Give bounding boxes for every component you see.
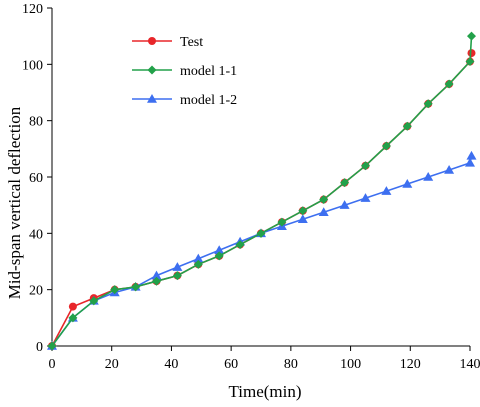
- data-point-model-1-1: [466, 31, 476, 41]
- data-point-model-1-2: [339, 200, 350, 209]
- y-tick-label: 60: [29, 171, 43, 186]
- series-group: [47, 31, 477, 351]
- legend-label-model-1-1: model 1-1: [180, 64, 237, 79]
- x-ticks: 0 20 40 60 80 100 120 140: [49, 346, 480, 372]
- series-line-test: [51, 52, 473, 347]
- legend-marker-test: [148, 37, 156, 45]
- data-point-model-1-1: [319, 195, 329, 205]
- data-point-model-1-1: [402, 121, 412, 131]
- x-tick-label: 100: [340, 357, 361, 372]
- y-ticks: 0 20 40 60 80 100 120: [22, 2, 52, 355]
- data-point-model-1-2: [297, 214, 308, 223]
- x-tick-label: 140: [460, 357, 480, 372]
- data-point-model-1-1: [131, 282, 141, 292]
- data-point-model-1-1: [152, 276, 161, 286]
- data-point-model-1-2: [214, 245, 225, 254]
- data-point-model-1-2: [193, 253, 204, 263]
- x-tick-label: 40: [164, 357, 178, 372]
- data-point-model-1-1: [235, 240, 245, 250]
- series-line-model-1-1: [51, 36, 473, 347]
- legend-label-test: Test: [180, 35, 203, 50]
- x-tick-label: 20: [105, 357, 119, 372]
- legend-item-test: Test: [132, 35, 203, 50]
- data-point-model-1-1: [47, 341, 57, 351]
- data-point-model-1-2: [465, 157, 475, 167]
- y-tick-label: 100: [22, 58, 43, 73]
- x-tick-label: 120: [400, 357, 421, 372]
- legend: Test model 1-1 model 1-2: [132, 35, 237, 108]
- y-tick-label: 0: [36, 340, 43, 355]
- y-tick-label: 20: [29, 284, 43, 299]
- data-point-test: [68, 302, 77, 311]
- data-point-model-1-2: [151, 270, 162, 280]
- x-tick-label: 60: [224, 357, 238, 372]
- data-point-model-1-1: [361, 161, 370, 171]
- y-tick-label: 40: [29, 227, 43, 242]
- data-point-model-1-2: [318, 207, 329, 216]
- data-point-model-1-1: [298, 206, 308, 216]
- data-point-model-1-1: [423, 99, 433, 109]
- data-point-model-1-1: [277, 217, 287, 227]
- data-point-model-1-2: [444, 164, 455, 174]
- legend-item-model-1-2: model 1-2: [132, 93, 237, 108]
- y-tick-label: 80: [29, 115, 43, 130]
- y-tick-label: 120: [22, 2, 43, 17]
- data-point-model-1-2: [172, 262, 183, 271]
- data-point-model-1-1: [68, 313, 78, 323]
- series-test: [48, 49, 476, 350]
- data-point-model-1-1: [256, 228, 266, 238]
- data-point-test: [467, 49, 476, 58]
- x-axis-title: Time(min): [228, 382, 301, 401]
- x-tick-label: 0: [49, 357, 56, 372]
- data-point-model-1-1: [110, 285, 120, 295]
- data-point-model-1-1: [172, 271, 182, 281]
- legend-marker-model-1-1: [147, 65, 157, 75]
- data-point-model-1-1: [340, 178, 350, 188]
- data-point-model-1-1: [444, 79, 454, 89]
- series-model-1-2: [47, 150, 477, 350]
- x-tick-label: 80: [284, 357, 298, 372]
- data-point-model-1-2: [360, 193, 371, 202]
- data-point-model-1-2: [381, 186, 392, 195]
- legend-marker-model-1-2: [147, 94, 157, 103]
- data-point-model-1-1: [465, 57, 475, 67]
- series-model-1-1: [47, 31, 476, 351]
- data-point-model-1-1: [89, 296, 99, 306]
- data-point-model-1-1: [214, 251, 224, 261]
- legend-item-model-1-1: model 1-1: [132, 64, 237, 79]
- data-point-model-1-1: [193, 259, 203, 269]
- y-axis-title: Mid-span vertical deflection: [5, 106, 24, 299]
- data-point-model-1-2: [423, 172, 434, 181]
- legend-label-model-1-2: model 1-2: [180, 93, 237, 108]
- data-point-model-1-1: [381, 141, 391, 151]
- data-point-model-1-2: [402, 179, 413, 188]
- series-line-model-1-2: [51, 155, 473, 347]
- data-point-model-1-2: [466, 150, 477, 160]
